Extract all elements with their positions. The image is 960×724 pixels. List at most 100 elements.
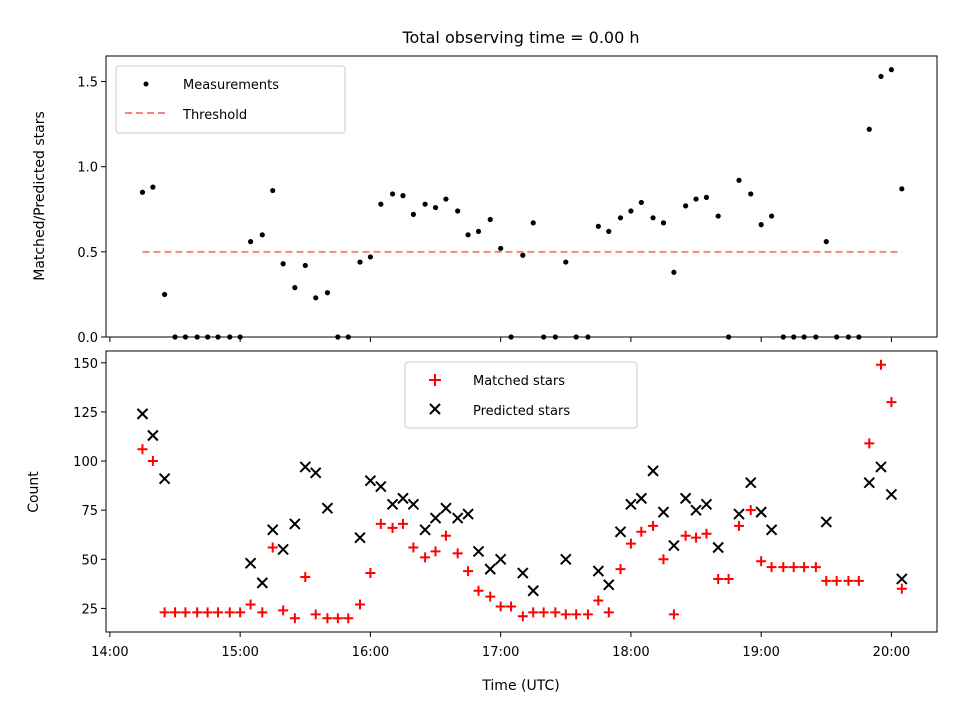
measurement-point bbox=[378, 201, 384, 207]
matched-star-point bbox=[886, 397, 897, 408]
matched-star-point bbox=[701, 528, 712, 539]
matched-star-point bbox=[517, 611, 528, 622]
matched-star-point bbox=[397, 518, 408, 529]
matched-star-point bbox=[799, 562, 810, 573]
bottom-y-axis-label: Count bbox=[26, 471, 42, 513]
predicted-star-point bbox=[136, 408, 149, 420]
matched-star-point bbox=[843, 575, 854, 586]
x-tick-label: 14:00 bbox=[91, 645, 128, 660]
predicted-star-point bbox=[875, 461, 887, 473]
measurement-point bbox=[563, 259, 569, 265]
predicted-star-point bbox=[364, 474, 377, 487]
matched-star-point bbox=[420, 552, 431, 563]
legend-measurements-label: Measurements bbox=[183, 78, 279, 93]
matched-star-point bbox=[875, 359, 886, 370]
matched-star-point bbox=[224, 607, 235, 618]
measurement-point bbox=[259, 232, 265, 238]
measurement-point bbox=[606, 228, 612, 235]
matched-star-point bbox=[788, 562, 799, 573]
predicted-star-point bbox=[668, 539, 680, 552]
matched-star-point bbox=[560, 609, 571, 620]
measurement-point bbox=[443, 196, 449, 202]
matched-star-point bbox=[408, 542, 419, 553]
legend-matched-marker bbox=[429, 374, 441, 386]
measurement-point bbox=[498, 245, 504, 252]
predicted-star-point bbox=[407, 498, 420, 510]
y-tick-label: 100 bbox=[73, 455, 98, 470]
bottom-legend: Matched stars Predicted stars bbox=[404, 361, 638, 429]
y-tick-label: 1.0 bbox=[77, 161, 98, 176]
measurement-point bbox=[270, 187, 276, 194]
predicted-star-point bbox=[397, 492, 409, 505]
predicted-star-point bbox=[484, 563, 496, 575]
matched-star-point bbox=[289, 613, 300, 624]
measurement-point bbox=[866, 126, 872, 132]
predicted-star-point bbox=[745, 476, 757, 489]
predicted-star-point bbox=[321, 502, 334, 514]
matched-star-point bbox=[538, 607, 549, 618]
predicted-star-point bbox=[517, 567, 529, 579]
measurement-point bbox=[703, 194, 710, 200]
x-tick-label: 19:00 bbox=[742, 645, 779, 660]
matched-star-point bbox=[430, 546, 441, 557]
matched-star-point bbox=[831, 575, 842, 586]
matched-star-point bbox=[864, 438, 875, 449]
matched-star-point bbox=[387, 522, 398, 533]
measurement-point bbox=[628, 208, 634, 214]
matched-star-point bbox=[734, 520, 745, 531]
predicted-star-point bbox=[527, 585, 539, 597]
measurement-point bbox=[683, 203, 689, 209]
matched-star-point bbox=[713, 573, 724, 584]
x-tick-label: 15:00 bbox=[221, 645, 258, 660]
predicted-star-point bbox=[896, 573, 908, 585]
matched-star-point bbox=[375, 518, 386, 529]
y-tick-label: 50 bbox=[81, 553, 98, 568]
predicted-star-point bbox=[614, 526, 627, 538]
matched-star-point bbox=[593, 595, 604, 606]
measurement-point bbox=[693, 196, 699, 202]
measurement-point bbox=[400, 193, 406, 199]
predicted-star-point bbox=[386, 498, 399, 510]
predicted-star-point bbox=[309, 467, 322, 479]
matched-star-point bbox=[463, 566, 474, 577]
measurement-point bbox=[367, 254, 374, 260]
measurement-point bbox=[768, 213, 775, 219]
matched-star-point bbox=[625, 538, 636, 549]
matched-star-point bbox=[137, 444, 148, 455]
predicted-star-point bbox=[635, 492, 648, 505]
predicted-star-point bbox=[700, 498, 713, 510]
matched-star-point bbox=[648, 520, 659, 531]
matched-star-point bbox=[485, 591, 496, 602]
measurement-point bbox=[650, 215, 656, 221]
x-tick-label: 16:00 bbox=[352, 645, 389, 660]
matched-star-point bbox=[257, 607, 268, 618]
legend-threshold-label: Threshold bbox=[182, 108, 247, 123]
measurement-point bbox=[520, 252, 526, 258]
predicted-star-point bbox=[560, 553, 572, 566]
measurement-point bbox=[162, 291, 168, 298]
measurement-point bbox=[617, 215, 624, 221]
predicted-star-point bbox=[451, 512, 464, 524]
top-y-axis-label: Matched/Predicted stars bbox=[32, 111, 48, 281]
top-x-ticks bbox=[109, 337, 892, 342]
measurement-point bbox=[389, 191, 396, 197]
measurement-point bbox=[313, 295, 319, 301]
top-plot-frame bbox=[105, 55, 938, 338]
matched-star-point bbox=[691, 532, 702, 543]
matched-star-point bbox=[668, 609, 679, 620]
top-legend-box bbox=[115, 65, 346, 134]
matched-star-point bbox=[603, 607, 614, 618]
predicted-star-point bbox=[419, 524, 431, 536]
matched-star-point bbox=[267, 542, 278, 553]
bottom-y-ticks: 25 50 75 100 125 150 bbox=[73, 357, 106, 617]
top-panel: 0.0 0.5 1.0 1.5 Matched/Predicted stars Mea… bbox=[32, 55, 938, 346]
predicted-star-point bbox=[472, 545, 485, 558]
measurement-point bbox=[878, 73, 884, 80]
predicted-star-point bbox=[733, 508, 745, 520]
measurement-point bbox=[302, 262, 308, 269]
predicted-star-point bbox=[429, 512, 442, 524]
measurement-point bbox=[475, 228, 482, 235]
predicted-star-point bbox=[277, 543, 289, 556]
measurement-point bbox=[432, 204, 439, 211]
